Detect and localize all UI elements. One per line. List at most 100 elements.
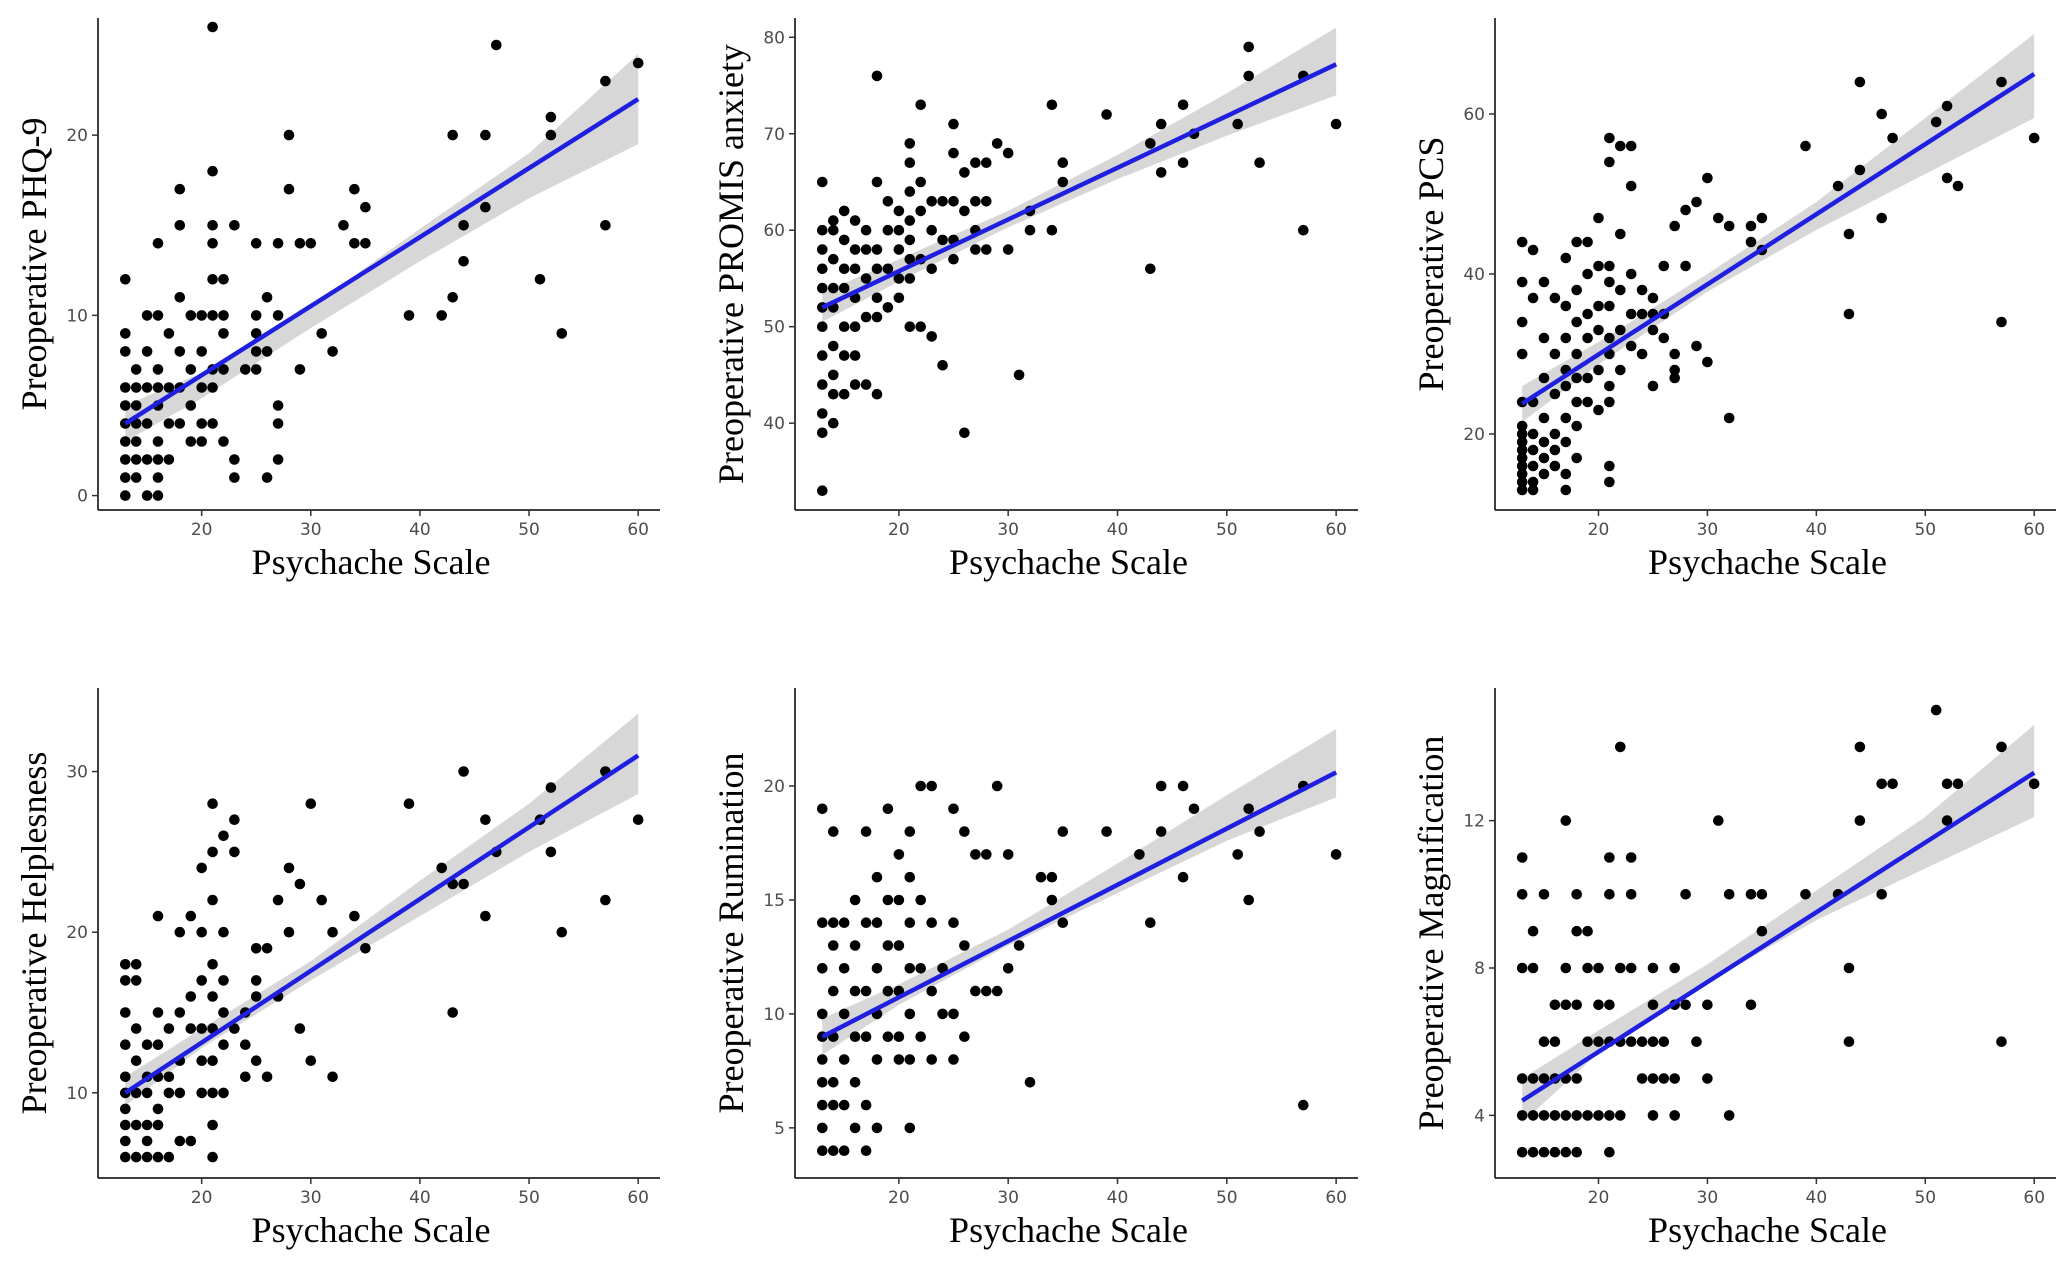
data-point — [261, 346, 273, 357]
data-point — [882, 1031, 894, 1042]
x-tick-label: 40 — [1107, 520, 1129, 540]
data-point — [1702, 172, 1713, 184]
data-point — [948, 803, 959, 815]
data-point — [828, 282, 839, 294]
data-point — [1538, 1036, 1550, 1047]
data-point — [817, 176, 828, 188]
y-tick-label: 60 — [763, 221, 785, 241]
data-point — [1024, 1077, 1036, 1088]
data-point — [1930, 116, 1942, 128]
data-point — [1604, 332, 1615, 344]
data-point — [1527, 244, 1539, 256]
data-point — [1832, 180, 1844, 192]
data-point — [817, 963, 828, 974]
data-point — [141, 490, 153, 501]
data-point — [1571, 396, 1582, 408]
data-point — [1232, 118, 1243, 130]
data-point — [1527, 484, 1539, 496]
data-point — [120, 1151, 131, 1163]
x-axis-title: Psychache Scale — [252, 542, 491, 582]
data-point — [207, 1151, 218, 1163]
data-point — [871, 292, 883, 304]
x-tick-label: 50 — [1914, 1188, 1936, 1208]
data-point — [1647, 1036, 1659, 1047]
data-point — [1516, 316, 1528, 328]
data-point — [294, 238, 306, 249]
data-point — [915, 321, 926, 333]
data-point — [338, 220, 349, 231]
data-point — [1232, 849, 1243, 860]
data-point — [1571, 1110, 1582, 1121]
x-tick-label: 50 — [518, 520, 540, 540]
data-point — [1527, 1146, 1539, 1158]
data-point — [915, 99, 926, 111]
data-point — [1516, 1073, 1528, 1084]
data-point — [272, 238, 284, 249]
data-point — [828, 224, 839, 236]
data-point — [1571, 420, 1582, 432]
data-point — [817, 282, 828, 294]
data-point — [1538, 1146, 1550, 1158]
data-point — [1046, 99, 1058, 111]
data-point — [1538, 889, 1550, 900]
data-point — [1549, 348, 1561, 360]
data-point — [152, 1151, 164, 1163]
data-point — [491, 39, 502, 51]
data-point — [1057, 917, 1069, 928]
data-point — [1723, 220, 1735, 232]
x-tick-label: 30 — [300, 520, 322, 540]
data-point — [218, 364, 229, 375]
data-point — [1243, 894, 1254, 906]
data-point — [926, 331, 937, 342]
data-point — [1549, 1110, 1561, 1121]
data-point — [1145, 917, 1156, 928]
data-point — [1243, 41, 1254, 53]
data-point — [1625, 889, 1637, 900]
data-point — [130, 364, 142, 375]
data-point — [120, 975, 131, 986]
data-point — [882, 940, 894, 951]
data-point — [959, 940, 970, 951]
regression-line — [124, 97, 640, 426]
data-point — [130, 959, 142, 970]
data-point — [948, 1054, 959, 1065]
data-point — [817, 263, 828, 275]
data-point — [1996, 1036, 2007, 1047]
data-point — [1593, 324, 1604, 336]
x-tick-label: 60 — [1325, 1188, 1347, 1208]
data-point — [1876, 778, 1887, 790]
data-point — [970, 244, 981, 255]
data-point — [1745, 220, 1757, 232]
data-point — [1680, 204, 1691, 216]
y-axis-title: Preoperative Magnification — [1411, 736, 1451, 1131]
data-point — [904, 871, 916, 883]
x-tick-label: 20 — [191, 520, 213, 540]
data-point — [959, 1031, 970, 1042]
data-point — [1057, 826, 1069, 837]
data-point — [893, 292, 905, 304]
data-point — [893, 244, 905, 255]
data-point — [316, 328, 328, 339]
data-point — [305, 798, 317, 809]
y-axis-title: Preoperative PROMIS anxiety — [711, 44, 751, 484]
data-point — [120, 382, 131, 393]
data-point — [174, 1087, 186, 1099]
x-tick-label: 30 — [300, 1188, 322, 1208]
data-point — [349, 183, 360, 195]
data-point — [250, 975, 262, 986]
data-point — [196, 346, 207, 357]
data-point — [1571, 452, 1582, 464]
y-tick-label: 12 — [1463, 812, 1485, 832]
data-point — [1615, 1110, 1626, 1121]
data-point — [926, 196, 937, 207]
data-point — [817, 1077, 828, 1088]
data-point — [904, 1054, 916, 1065]
data-point — [1516, 962, 1528, 974]
data-point — [327, 926, 338, 938]
data-point — [1887, 132, 1898, 144]
data-point — [1538, 1073, 1550, 1084]
data-point — [882, 302, 894, 313]
data-point — [1571, 316, 1582, 328]
data-point — [1582, 396, 1593, 408]
